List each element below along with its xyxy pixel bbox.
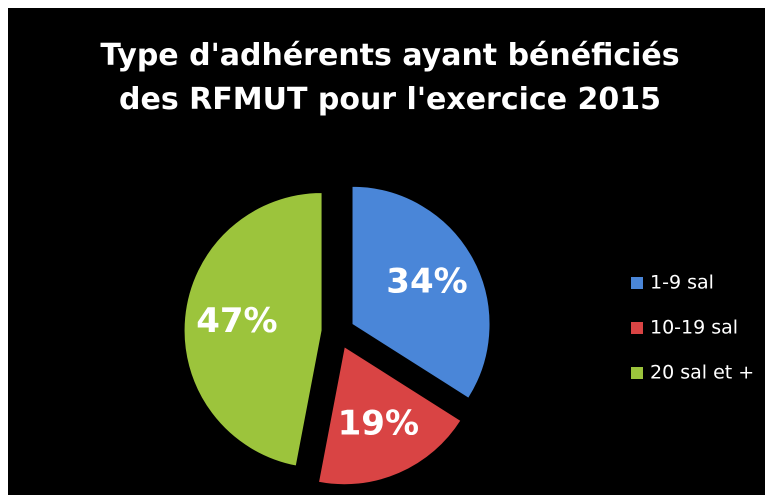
legend-label: 10-19 sal [650, 317, 738, 339]
value-label: 19% [338, 404, 419, 444]
legend-swatch [631, 367, 643, 379]
pie-slice [351, 185, 491, 399]
pie-slice [183, 191, 323, 467]
legend-swatch [631, 277, 643, 289]
value-label: 34% [386, 262, 467, 302]
chart-title: Type d'adhérents ayant bénéficiés des RF… [100, 38, 680, 117]
legend-swatch [631, 322, 643, 334]
legend-label: 1-9 sal [650, 272, 714, 294]
value-label: 47% [196, 301, 277, 341]
legend-label: 20 sal et + [650, 362, 754, 384]
pie-slice [317, 345, 462, 486]
